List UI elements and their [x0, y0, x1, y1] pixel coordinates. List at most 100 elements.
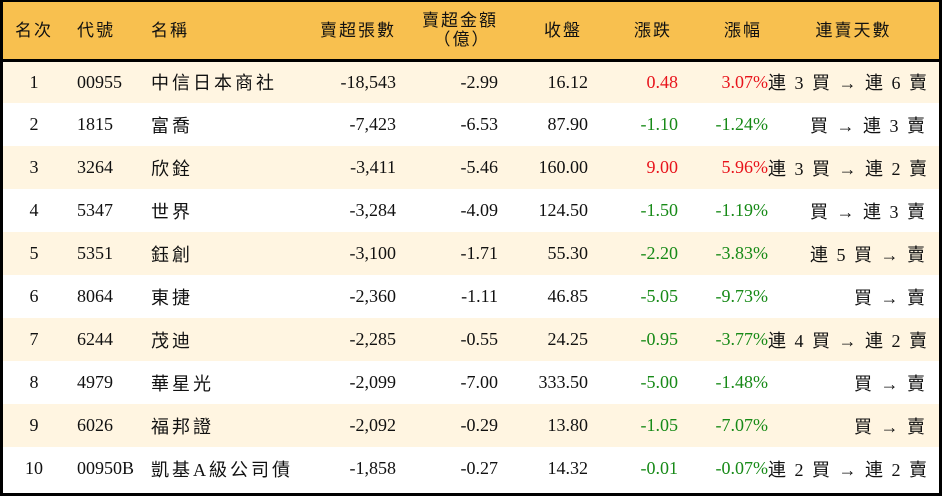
- rank-cell: 9: [29, 415, 39, 435]
- rank-cell: 7: [29, 329, 39, 349]
- header-row: 名次 代號 名稱 賣超張數 賣超金額 （億） 收盤 漲跌 漲幅 連賣天數: [3, 2, 939, 62]
- rank-cell: 3: [29, 157, 39, 177]
- sell-lots-cell: -1,858: [349, 458, 397, 478]
- sell-amount-cell: -1.71: [460, 243, 499, 263]
- streak-cell: 連 5 買 → 賣: [810, 244, 927, 265]
- header-name: 名稱: [145, 2, 300, 62]
- net-sell-ranking-table: 名次 代號 名稱 賣超張數 賣超金額 （億） 收盤 漲跌 漲幅 連賣天數 1 0…: [3, 2, 939, 490]
- rank-cell: 1: [29, 71, 39, 92]
- sell-lots-cell: -2,092: [349, 415, 397, 435]
- streak-cell: 連 3 買 → 連 6 賣: [768, 73, 929, 94]
- rank-cell: 10: [25, 458, 43, 478]
- name-cell: 茂迪: [151, 330, 193, 351]
- change-cell: 0.48: [646, 71, 679, 92]
- header-change: 漲跌: [588, 2, 678, 62]
- streak-cell: 買 → 賣: [854, 287, 927, 308]
- name-cell: 鈺創: [151, 244, 193, 265]
- name-cell: 中信日本商社: [151, 73, 277, 94]
- change-pct-cell: -1.19%: [715, 200, 769, 220]
- name-cell: 富喬: [151, 115, 193, 136]
- change-pct-cell: -7.07%: [715, 415, 769, 435]
- sell-amount-cell: -4.09: [460, 200, 499, 220]
- close-cell: 16.12: [547, 71, 589, 92]
- change-cell: -1.05: [640, 415, 679, 435]
- sell-amount-cell: -1.11: [461, 286, 498, 306]
- header-code: 代號: [65, 2, 145, 62]
- sell-lots-cell: -3,100: [349, 243, 397, 263]
- streak-cell: 買 → 連 3 賣: [810, 115, 927, 136]
- code-cell: 3264: [77, 157, 113, 177]
- streak-cell: 買 → 賣: [854, 373, 927, 394]
- name-cell: 世界: [151, 201, 193, 222]
- close-cell: 13.80: [547, 415, 589, 435]
- table-row: 8 4979 華星光 -2,099 -7.00 333.50 -5.00 -1.…: [3, 361, 939, 404]
- header-streak: 連賣天數: [768, 2, 939, 62]
- close-cell: 46.85: [547, 286, 589, 306]
- close-cell: 87.90: [547, 114, 589, 134]
- rank-cell: 8: [29, 372, 39, 392]
- streak-cell: 買 → 連 3 賣: [810, 201, 927, 222]
- sell-amount-cell: -6.53: [460, 114, 499, 134]
- sell-lots-cell: -3,284: [349, 200, 397, 220]
- table-row: 2 1815 富喬 -7,423 -6.53 87.90 -1.10 -1.24…: [3, 103, 939, 146]
- code-cell: 6026: [77, 415, 113, 435]
- streak-cell: 連 3 買 → 連 2 賣: [768, 158, 929, 179]
- code-cell: 4979: [77, 372, 113, 392]
- header-sell-lots: 賣超張數: [300, 2, 396, 62]
- code-cell: 8064: [77, 286, 113, 306]
- sell-lots-cell: -18,543: [340, 71, 397, 92]
- header-close: 收盤: [498, 2, 588, 62]
- name-cell: 欣銓: [151, 158, 193, 179]
- header-change-pct: 漲幅: [678, 2, 768, 62]
- code-cell: 00955: [77, 71, 122, 92]
- code-cell: 5347: [77, 200, 113, 220]
- change-pct-cell: -0.07%: [715, 458, 769, 478]
- change-cell: -1.50: [640, 200, 679, 220]
- change-pct-cell: 3.07%: [721, 71, 769, 92]
- sell-amount-cell: -0.55: [460, 329, 499, 349]
- close-cell: 14.32: [547, 458, 589, 478]
- change-pct-cell: -3.77%: [715, 329, 769, 349]
- change-cell: -5.00: [640, 372, 679, 392]
- table-row: 9 6026 福邦證 -2,092 -0.29 13.80 -1.05 -7.0…: [3, 404, 939, 447]
- name-cell: 華星光: [151, 373, 214, 394]
- table-row: 4 5347 世界 -3,284 -4.09 124.50 -1.50 -1.1…: [3, 189, 939, 232]
- close-cell: 160.00: [538, 157, 589, 177]
- sell-lots-cell: -3,411: [350, 157, 396, 177]
- table-row: 1 00955 中信日本商社 -18,543 -2.99 16.12 0.48 …: [3, 60, 939, 103]
- sell-amount-cell: -2.99: [460, 71, 499, 92]
- change-pct-cell: -3.83%: [715, 243, 769, 263]
- sell-amount-cell: -0.29: [460, 415, 499, 435]
- sell-lots-cell: -7,423: [349, 114, 397, 134]
- sell-amount-cell: -0.27: [460, 458, 499, 478]
- code-cell: 5351: [77, 243, 113, 263]
- sell-lots-cell: -2,285: [349, 329, 397, 349]
- code-cell: 00950B: [77, 458, 135, 478]
- header-sell-amount-line2: （億）: [433, 30, 491, 50]
- change-pct-cell: -1.48%: [715, 372, 769, 392]
- change-cell: -1.10: [640, 114, 679, 134]
- rank-cell: 2: [29, 114, 39, 134]
- change-cell: -0.01: [640, 458, 679, 478]
- sell-lots-cell: -2,099: [349, 372, 397, 392]
- close-cell: 124.50: [538, 200, 589, 220]
- table-row: 10 00950B 凱基A級公司債 -1,858 -0.27 14.32 -0.…: [3, 447, 939, 490]
- change-cell: -0.95: [640, 329, 679, 349]
- streak-cell: 連 2 買 → 連 2 賣: [768, 459, 929, 480]
- close-cell: 55.30: [547, 243, 589, 263]
- name-cell: 凱基A級公司債: [151, 459, 293, 480]
- close-cell: 24.25: [547, 329, 589, 349]
- rank-cell: 4: [29, 200, 39, 220]
- header-sell-amount: 賣超金額 （億）: [396, 2, 498, 62]
- rank-cell: 6: [29, 286, 39, 306]
- sell-amount-cell: -7.00: [460, 372, 499, 392]
- change-cell: -2.20: [640, 243, 679, 263]
- header-sell-amount-line1: 賣超金額: [422, 11, 498, 31]
- change-pct-cell: -9.73%: [715, 286, 769, 306]
- streak-cell: 買 → 賣: [854, 416, 927, 437]
- change-cell: -5.05: [640, 286, 679, 306]
- streak-cell: 連 4 買 → 連 2 賣: [768, 330, 929, 351]
- sell-lots-cell: -2,360: [349, 286, 397, 306]
- rank-cell: 5: [29, 243, 39, 263]
- sell-amount-cell: -5.46: [460, 157, 499, 177]
